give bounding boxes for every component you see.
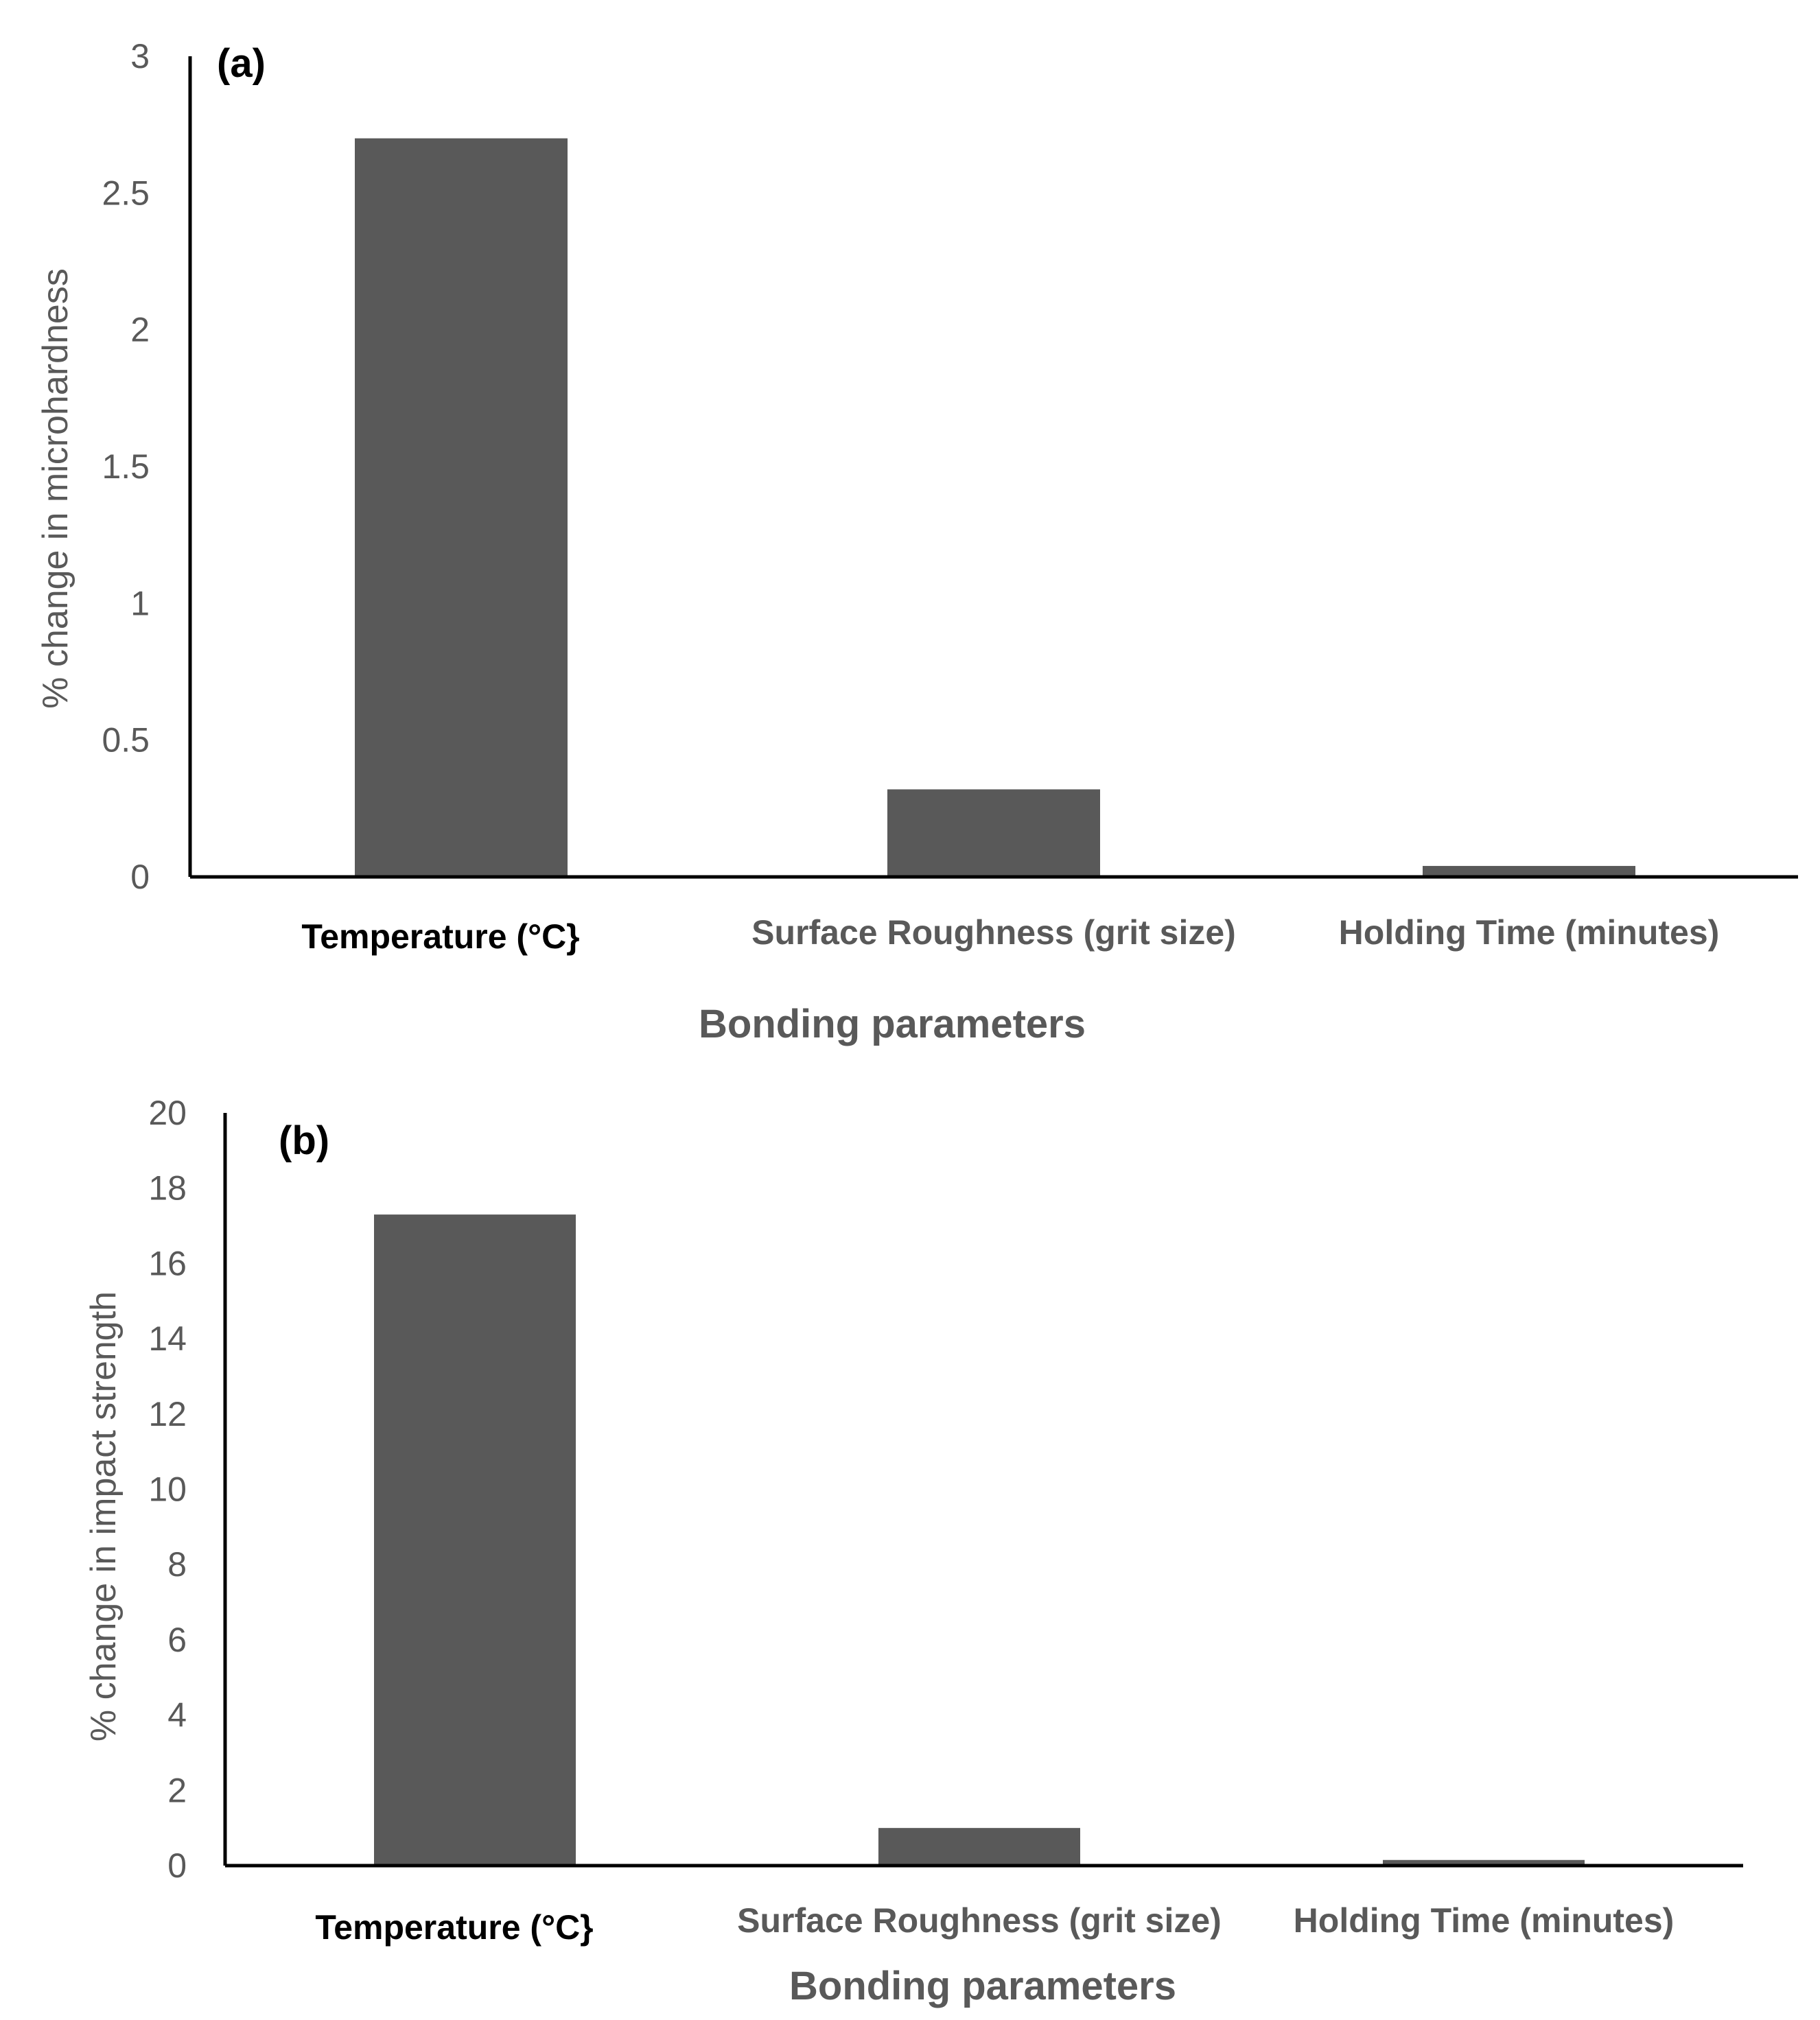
y-tick-label-b-9: 18 — [148, 1169, 187, 1208]
y-tick-label-a-4: 2 — [130, 311, 150, 349]
y-tick-label-a-5: 2.5 — [102, 174, 150, 212]
x-category-label-b-2: Holding Time (minutes) — [1294, 1901, 1675, 1940]
y-tick-label-b-7: 14 — [148, 1319, 187, 1358]
y-tick-label-a-3: 1.5 — [102, 447, 150, 486]
bar-b-0 — [374, 1214, 576, 1866]
bars-a — [355, 138, 1635, 878]
x-categories-a: Temperature (°C} Surface Roughness (grit … — [301, 913, 1719, 956]
chart-microhardness: 0 0.5 1 1.5 2 2.5 3 Temperature (°C} Surface Ro… — [36, 37, 1798, 1046]
y-axis-title-b: % change in impact strength — [84, 1291, 124, 1741]
y-ticks-a: 0 0.5 1 1.5 2 2.5 3 — [102, 37, 150, 896]
bar-b-2 — [1383, 1859, 1585, 1866]
y-tick-label-a-1: 0.5 — [102, 721, 150, 760]
y-tick-label-a-2: 1 — [130, 584, 150, 622]
y-tick-label-a-0: 0 — [130, 858, 150, 896]
x-category-label-b-0: Temperature (°C} — [315, 1908, 593, 1947]
y-tick-label-b-2: 4 — [167, 1696, 187, 1735]
y-tick-label-b-1: 2 — [167, 1771, 187, 1809]
y-tick-label-b-0: 0 — [167, 1846, 187, 1885]
panel-label-b: (b) — [279, 1118, 329, 1163]
bar-b-1 — [878, 1828, 1080, 1866]
y-ticks-b: 0 2 4 6 8 10 12 14 16 18 20 — [148, 1094, 187, 1885]
y-tick-label-b-10: 20 — [148, 1094, 187, 1132]
panel-label-a: (a) — [217, 41, 266, 86]
y-tick-label-b-4: 8 — [167, 1545, 187, 1584]
x-axis-title-a: Bonding parameters — [699, 1002, 1086, 1046]
x-category-label-b-1: Surface Roughness (grit size) — [737, 1901, 1222, 1940]
y-axis-title-a: % change in microhardness — [36, 268, 75, 709]
y-tick-label-b-6: 12 — [148, 1395, 187, 1433]
bar-a-1 — [887, 789, 1100, 877]
x-axis-title-b: Bonding parameters — [789, 1964, 1176, 2008]
x-category-label-a-2: Holding Time (minutes) — [1339, 913, 1720, 952]
bar-a-0 — [355, 138, 568, 878]
bar-a-2 — [1423, 866, 1635, 877]
y-tick-label-b-3: 6 — [167, 1621, 187, 1659]
y-tick-label-a-6: 3 — [130, 37, 150, 75]
bars-b — [374, 1214, 1585, 1866]
y-tick-label-b-5: 10 — [148, 1470, 187, 1509]
chart-impact-strength: 0 2 4 6 8 10 12 14 16 18 20 Temperature (°C} Surfac… — [84, 1094, 1743, 2008]
y-tick-label-b-8: 16 — [148, 1244, 187, 1282]
x-categories-b: Temperature (°C} Surface Roughness (grit … — [315, 1901, 1674, 1947]
x-category-label-a-0: Temperature (°C} — [301, 917, 579, 956]
x-category-label-a-1: Surface Roughness (grit size) — [751, 913, 1236, 952]
